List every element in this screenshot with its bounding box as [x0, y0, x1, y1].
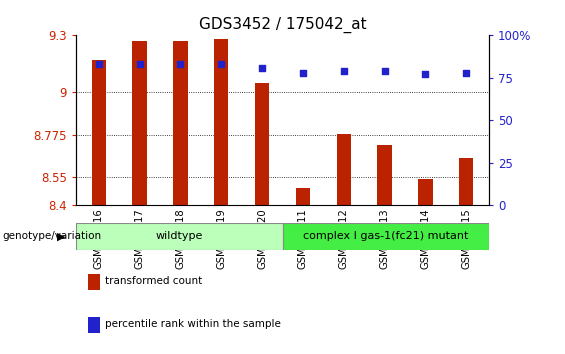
Point — [258, 65, 267, 70]
Bar — [255, 82, 270, 205]
Bar — [377, 145, 392, 205]
Text: complex I gas-1(fc21) mutant: complex I gas-1(fc21) mutant — [303, 231, 468, 241]
Bar — [459, 158, 473, 205]
Bar — [295, 188, 310, 205]
Bar — [132, 41, 147, 205]
Bar — [214, 39, 228, 205]
Point — [462, 70, 471, 76]
FancyBboxPatch shape — [76, 223, 282, 250]
Point — [421, 72, 430, 77]
Bar — [173, 41, 188, 205]
FancyBboxPatch shape — [282, 223, 489, 250]
Text: wildtype: wildtype — [156, 231, 203, 241]
Text: genotype/variation: genotype/variation — [3, 232, 102, 241]
Point — [135, 62, 144, 67]
Point — [298, 70, 307, 76]
Text: transformed count: transformed count — [105, 276, 202, 286]
Text: percentile rank within the sample: percentile rank within the sample — [105, 319, 280, 329]
Point — [217, 62, 226, 67]
Bar — [418, 179, 433, 205]
Point — [380, 68, 389, 74]
Point — [94, 62, 103, 67]
Point — [339, 68, 348, 74]
Bar — [337, 133, 351, 205]
Bar — [92, 60, 106, 205]
Point — [176, 62, 185, 67]
Title: GDS3452 / 175042_at: GDS3452 / 175042_at — [199, 16, 366, 33]
Text: ▶: ▶ — [56, 232, 65, 241]
